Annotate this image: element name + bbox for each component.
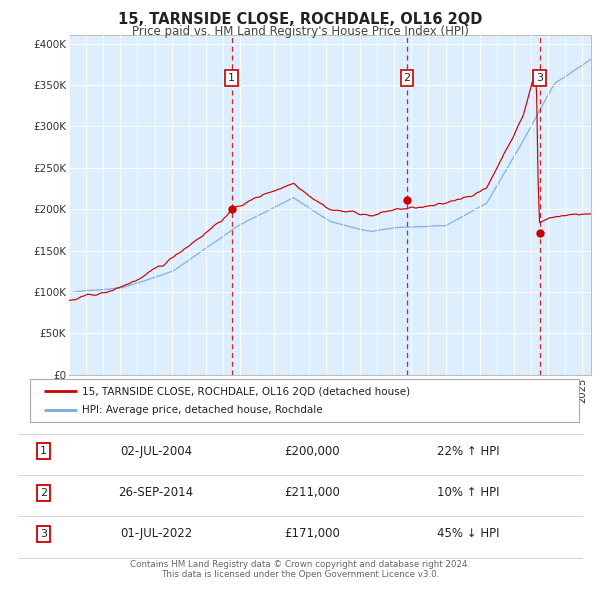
Text: £211,000: £211,000 <box>284 486 340 499</box>
Text: 2: 2 <box>403 73 410 83</box>
Text: £171,000: £171,000 <box>284 527 340 540</box>
Text: 02-JUL-2004: 02-JUL-2004 <box>120 445 192 458</box>
Text: 2: 2 <box>40 488 47 497</box>
Text: £200,000: £200,000 <box>284 445 340 458</box>
Text: 3: 3 <box>40 529 47 539</box>
Text: 26-SEP-2014: 26-SEP-2014 <box>118 486 194 499</box>
Text: 22% ↑ HPI: 22% ↑ HPI <box>437 445 499 458</box>
Text: 15, TARNSIDE CLOSE, ROCHDALE, OL16 2QD: 15, TARNSIDE CLOSE, ROCHDALE, OL16 2QD <box>118 12 482 27</box>
Text: 45% ↓ HPI: 45% ↓ HPI <box>437 527 499 540</box>
Text: 3: 3 <box>536 73 543 83</box>
Text: Contains HM Land Registry data © Crown copyright and database right 2024.
This d: Contains HM Land Registry data © Crown c… <box>130 560 470 579</box>
Text: Price paid vs. HM Land Registry's House Price Index (HPI): Price paid vs. HM Land Registry's House … <box>131 25 469 38</box>
Text: 15, TARNSIDE CLOSE, ROCHDALE, OL16 2QD (detached house): 15, TARNSIDE CLOSE, ROCHDALE, OL16 2QD (… <box>82 386 410 396</box>
Text: 01-JUL-2022: 01-JUL-2022 <box>120 527 192 540</box>
Text: 1: 1 <box>40 447 47 456</box>
Text: 1: 1 <box>228 73 235 83</box>
Text: 10% ↑ HPI: 10% ↑ HPI <box>437 486 499 499</box>
Text: HPI: Average price, detached house, Rochdale: HPI: Average price, detached house, Roch… <box>82 405 323 415</box>
